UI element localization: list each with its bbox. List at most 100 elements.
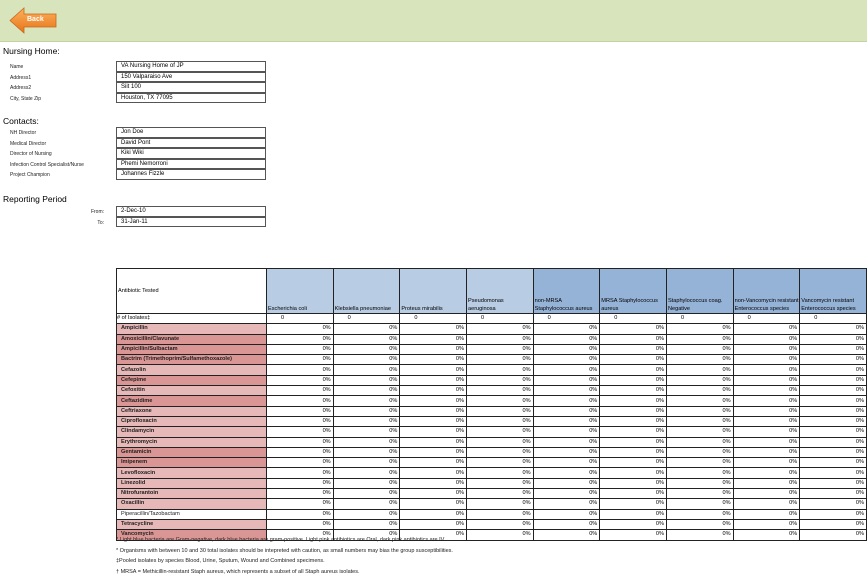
susceptibility-cell: 0% [266, 446, 334, 459]
isolate-count[interactable]: 0 [799, 312, 867, 325]
antibiotic-name: Piperacillin/Tazobactam [116, 508, 267, 520]
field-value[interactable]: 150 Valparaiso Ave [116, 71, 266, 82]
susceptibility-cell: 0% [332, 333, 401, 345]
footnote: † MRSA = Methicillin-resistant Staph aur… [116, 568, 360, 575]
susceptibility-cell: 0% [399, 518, 467, 531]
field-value[interactable]: Kiki Wiki [116, 148, 266, 159]
susceptibility-cell: 0% [399, 364, 467, 376]
susceptibility-cell: 0% [332, 385, 401, 397]
susceptibility-cell: 0% [599, 436, 667, 448]
susceptibility-cell: 0% [599, 323, 667, 335]
susceptibility-cell: 0% [599, 467, 667, 479]
susceptibility-cell: 0% [732, 385, 801, 397]
susceptibility-cell: 0% [732, 364, 801, 376]
susceptibility-cell: 0% [599, 364, 667, 376]
susceptibility-cell: 0% [532, 477, 601, 490]
susceptibility-cell: 0% [266, 415, 334, 428]
antibiotic-name: Levofloxacin [116, 467, 267, 479]
susceptibility-cell: 0% [399, 415, 467, 428]
isolate-count[interactable]: 0 [599, 312, 667, 325]
footnote: ‡Pooled isolates by species Blood, Urine… [116, 558, 325, 564]
to-label: To: [97, 220, 104, 226]
susceptibility-cell: 0% [465, 508, 534, 520]
field-label: Infection Control Specialist/Nurse [10, 161, 84, 168]
table-row: Linezolid 0% 0% 0% 0% 0% 0% 0% 0% 0% [116, 477, 867, 490]
susceptibility-cell: 0% [799, 426, 867, 438]
organism-header: Klebsiella pneumoniae [332, 268, 401, 314]
susceptibility-cell: 0% [799, 364, 867, 376]
susceptibility-cell: 0% [799, 405, 867, 417]
isolate-count[interactable]: 0 [266, 312, 334, 325]
susceptibility-cell: 0% [732, 415, 801, 428]
susceptibility-cell: 0% [599, 415, 667, 428]
susceptibility-cell: 0% [665, 364, 734, 376]
susceptibility-cell: 0% [465, 343, 534, 356]
susceptibility-cell: 0% [266, 323, 334, 335]
back-arrow-icon [9, 7, 57, 34]
susceptibility-cell: 0% [332, 405, 401, 417]
from-date-field[interactable]: 2-Dec-10 [116, 206, 266, 217]
susceptibility-cell: 0% [732, 498, 801, 510]
susceptibility-cell: 0% [665, 446, 734, 459]
isolate-count[interactable]: 0 [465, 312, 534, 325]
antibiotic-name: Gentamicin [116, 446, 267, 459]
susceptibility-cell: 0% [799, 354, 867, 366]
susceptibility-cell: 0% [332, 395, 401, 407]
susceptibility-cell: 0% [599, 354, 667, 366]
organism-header: Pseudomonas aeruginosa [465, 268, 534, 314]
isolate-count[interactable]: 0 [399, 312, 467, 325]
susceptibility-cell: 0% [532, 426, 601, 438]
susceptibility-cell: 0% [665, 426, 734, 438]
susceptibility-cell: 0% [732, 488, 801, 500]
organism-header: non-MRSA Staphylococcus aureus [532, 268, 601, 314]
isolate-count[interactable]: 0 [532, 312, 601, 325]
table-row: Cefazolin 0% 0% 0% 0% 0% 0% 0% 0% 0% [116, 364, 867, 376]
susceptibility-cell: 0% [266, 354, 334, 366]
table-row: Cefoxitin 0% 0% 0% 0% 0% 0% 0% 0% 0% [116, 385, 867, 397]
field-value[interactable]: Johannes Fizzle [116, 169, 266, 180]
susceptibility-cell: 0% [665, 323, 734, 335]
isolate-count[interactable]: 0 [732, 312, 801, 325]
field-value[interactable]: VA Nursing Home of JP [116, 61, 266, 72]
organism-header: MRSA Staphylococcus aureus [599, 268, 667, 314]
susceptibility-cell: 0% [532, 467, 601, 479]
organism-header: non-Vancomycin resistant Enterococcus sp… [732, 268, 801, 314]
susceptibility-cell: 0% [465, 323, 534, 335]
field-value[interactable]: Houston, TX 77095 [116, 92, 266, 103]
susceptibility-cell: 0% [332, 477, 401, 490]
field-value[interactable]: David Pont [116, 137, 266, 148]
isolate-count[interactable]: 0 [332, 312, 401, 325]
susceptibility-cell: 0% [665, 488, 734, 500]
organism-header: Staphylococcus coag. Negative [665, 268, 734, 314]
susceptibility-cell: 0% [465, 457, 534, 469]
field-value[interactable]: Phemi Nemorroni [116, 158, 266, 169]
field-value[interactable]: Jon Doe [116, 127, 266, 138]
susceptibility-cell: 0% [266, 343, 334, 356]
susceptibility-cell: 0% [799, 457, 867, 469]
antibiotic-name: Tetracycline [116, 518, 267, 531]
susceptibility-cell: 0% [332, 518, 401, 531]
susceptibility-cell: 0% [599, 529, 667, 541]
susceptibility-cell: 0% [332, 343, 401, 356]
isolate-count[interactable]: 0 [665, 312, 734, 325]
susceptibility-cell: 0% [532, 488, 601, 500]
back-button[interactable]: Back [9, 7, 57, 34]
susceptibility-cell: 0% [465, 529, 534, 541]
susceptibility-cell: 0% [732, 467, 801, 479]
susceptibility-cell: 0% [532, 415, 601, 428]
to-date-field[interactable]: 31-Jan-11 [116, 216, 266, 227]
susceptibility-cell: 0% [465, 333, 534, 345]
susceptibility-cell: 0% [532, 374, 601, 387]
susceptibility-cell: 0% [732, 518, 801, 531]
susceptibility-cell: 0% [532, 385, 601, 397]
susceptibility-cell: 0% [465, 374, 534, 387]
table-row: Nitrofurantoin 0% 0% 0% 0% 0% 0% 0% 0% 0% [116, 488, 867, 500]
susceptibility-cell: 0% [665, 498, 734, 510]
susceptibility-cell: 0% [266, 405, 334, 417]
susceptibility-cell: 0% [266, 426, 334, 438]
susceptibility-cell: 0% [266, 457, 334, 469]
antibiotic-name: Ampicillin/Sulbactam [116, 343, 267, 356]
field-value[interactable]: Siit 100 [116, 82, 266, 93]
susceptibility-cell: 0% [399, 395, 467, 407]
susceptibility-table: Antibiotic Tested Escherichia coli Klebsie… [116, 268, 867, 541]
